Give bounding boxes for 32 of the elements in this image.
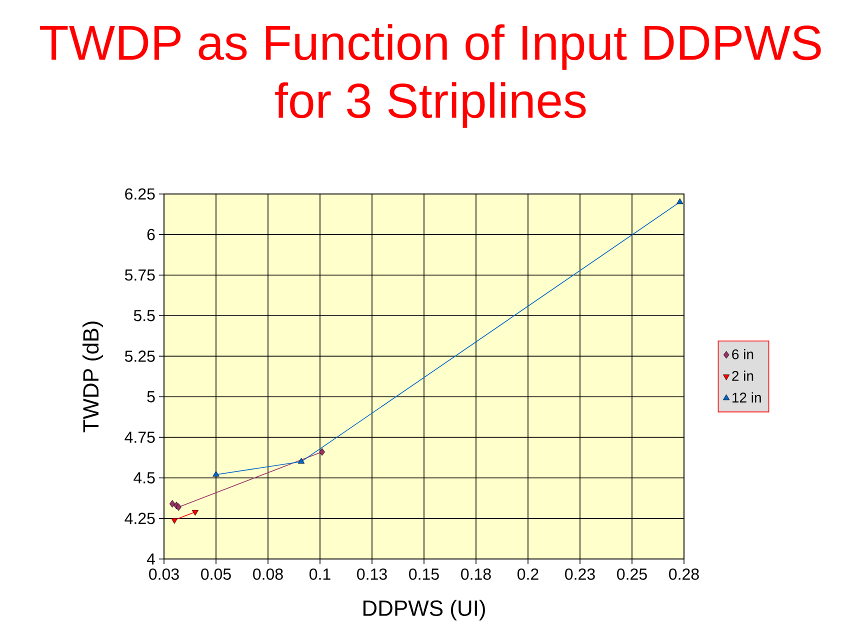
legend-label: 2 in	[732, 370, 754, 381]
y-tick-label: 5	[147, 391, 155, 402]
point	[319, 448, 325, 456]
legend-label: 12 in	[732, 392, 761, 402]
y-tick-label: 5.25	[124, 350, 155, 362]
x-axis-title: DDPWS (UI)	[363, 600, 485, 620]
x-tick-label: 0.28	[669, 568, 699, 580]
y-tick-label: 6.25	[125, 188, 155, 200]
chart-title: TWDP as Function of Input DDPWS for 3 Striplines	[40, 24, 821, 128]
x-tick-label: 0.03	[149, 568, 179, 580]
x-tick-label: 0.23	[565, 568, 595, 580]
point	[676, 198, 684, 204]
y-tick-label: 5.5	[134, 310, 155, 322]
y-tick-label: 4.5	[134, 472, 155, 484]
y-tick-label: 4.75	[124, 432, 155, 443]
y-tick-label: 5.75	[124, 270, 155, 281]
y-axis-title: TWDP (dB)	[82, 322, 104, 432]
y-tick-label: 4	[146, 553, 155, 564]
x-tick-label: 0.2	[518, 568, 538, 580]
y-tick-label: 6	[147, 228, 155, 240]
x-tick-label: 0.25	[617, 568, 647, 580]
x-tick-label: 0.18	[461, 568, 491, 580]
point	[169, 500, 176, 508]
x-tick-label: 0.05	[201, 568, 231, 580]
point	[212, 470, 220, 477]
x-tick-label: 0.08	[253, 568, 283, 580]
point	[298, 458, 305, 464]
x-tick-label: 0.15	[409, 568, 439, 580]
x-tick-label: 0.1	[310, 568, 330, 580]
legend-label: 6 in	[732, 349, 754, 360]
y-tick-label: 4.25	[124, 512, 155, 524]
x-tick-label: 0.13	[357, 568, 387, 580]
